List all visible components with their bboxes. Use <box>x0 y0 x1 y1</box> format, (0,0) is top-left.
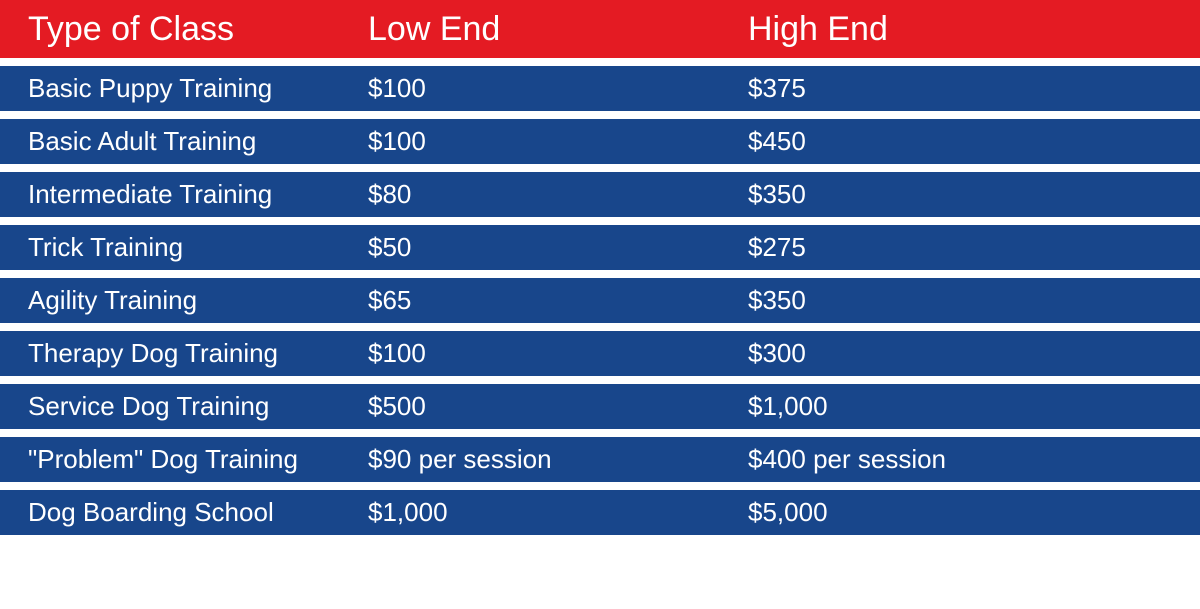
cell-high: $1,000 <box>748 391 1200 422</box>
table-header-row: Type of Class Low End High End <box>0 0 1200 58</box>
table-row: Service Dog Training $500 $1,000 <box>0 384 1200 429</box>
table-row: Therapy Dog Training $100 $300 <box>0 331 1200 376</box>
cell-class: Basic Puppy Training <box>28 73 368 104</box>
cell-high: $5,000 <box>748 497 1200 528</box>
cell-low: $1,000 <box>368 497 748 528</box>
table-row: Agility Training $65 $350 <box>0 278 1200 323</box>
cell-high: $400 per session <box>748 444 1200 475</box>
cell-class: Dog Boarding School <box>28 497 368 528</box>
cell-low: $100 <box>368 126 748 157</box>
table-row: Intermediate Training $80 $350 <box>0 172 1200 217</box>
cell-high: $350 <box>748 285 1200 316</box>
table-row: Basic Puppy Training $100 $375 <box>0 66 1200 111</box>
cell-high: $350 <box>748 179 1200 210</box>
cell-class: Basic Adult Training <box>28 126 368 157</box>
cell-class: "Problem" Dog Training <box>28 444 368 475</box>
table-row: Dog Boarding School $1,000 $5,000 <box>0 490 1200 535</box>
cell-class: Service Dog Training <box>28 391 368 422</box>
cell-high: $450 <box>748 126 1200 157</box>
cell-high: $375 <box>748 73 1200 104</box>
table-row: "Problem" Dog Training $90 per session $… <box>0 437 1200 482</box>
cell-class: Agility Training <box>28 285 368 316</box>
header-type-of-class: Type of Class <box>28 10 368 49</box>
cell-class: Trick Training <box>28 232 368 263</box>
cell-low: $100 <box>368 73 748 104</box>
cell-class: Therapy Dog Training <box>28 338 368 369</box>
cell-low: $50 <box>368 232 748 263</box>
cell-low: $90 per session <box>368 444 748 475</box>
cell-low: $65 <box>368 285 748 316</box>
pricing-table: Type of Class Low End High End Basic Pup… <box>0 0 1200 535</box>
table-row: Basic Adult Training $100 $450 <box>0 119 1200 164</box>
cell-low: $80 <box>368 179 748 210</box>
cell-high: $275 <box>748 232 1200 263</box>
header-high-end: High End <box>748 10 1200 49</box>
cell-low: $100 <box>368 338 748 369</box>
cell-class: Intermediate Training <box>28 179 368 210</box>
header-low-end: Low End <box>368 10 748 49</box>
table-row: Trick Training $50 $275 <box>0 225 1200 270</box>
cell-high: $300 <box>748 338 1200 369</box>
cell-low: $500 <box>368 391 748 422</box>
